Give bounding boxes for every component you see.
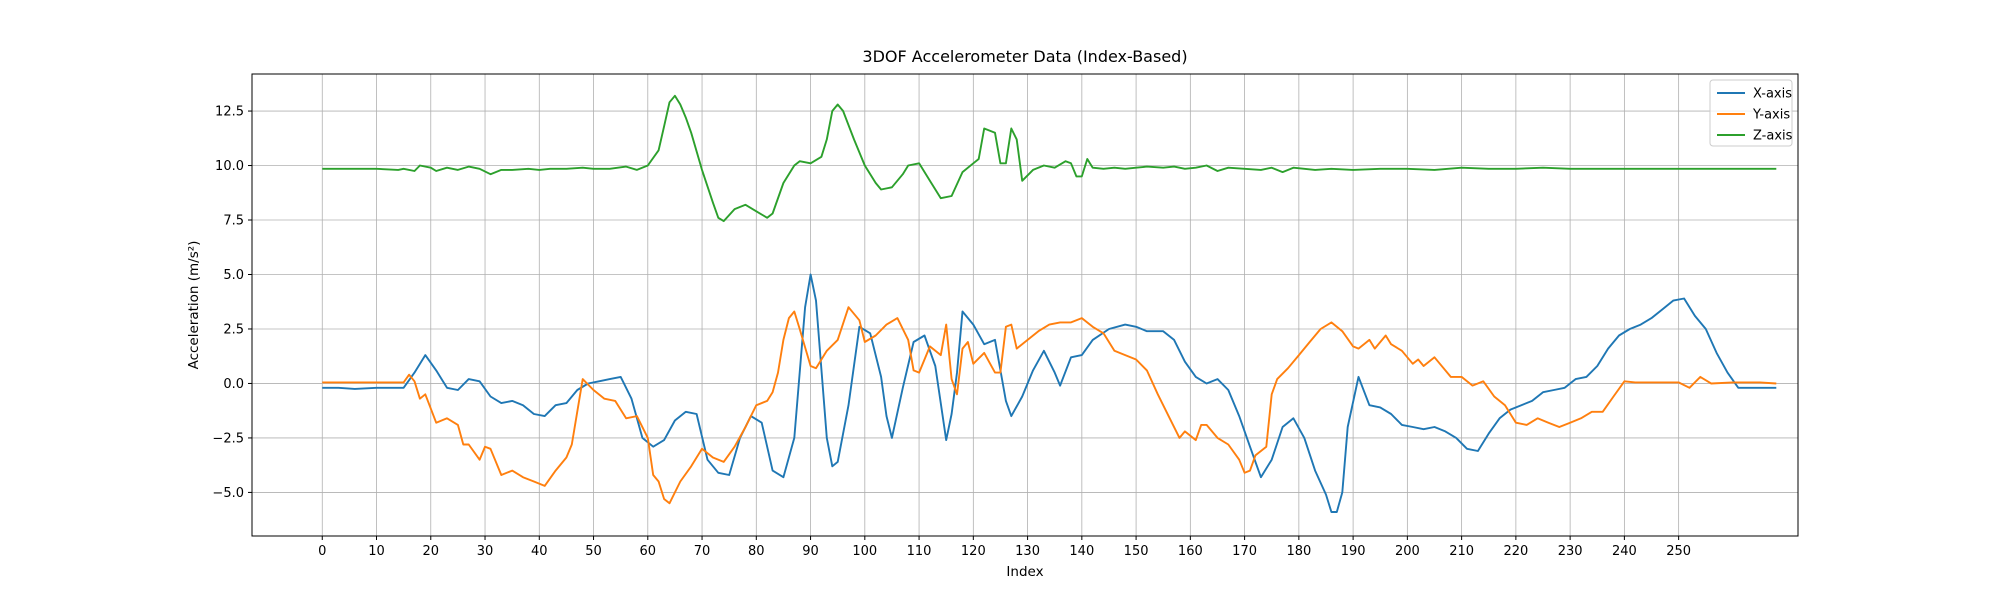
y-tick-label: 0.0 <box>223 377 244 392</box>
series-line-z-axis <box>322 94 1777 223</box>
x-tick-label: 200 <box>1395 544 1420 559</box>
x-tick-label: 10 <box>368 544 385 559</box>
x-tick-label: 110 <box>907 544 932 559</box>
x-tick-label: 40 <box>531 544 548 559</box>
axes: 0 10 20 30 40 50 60 70 80 90 100 110 120 130 140 150 160… <box>212 105 1691 559</box>
y-tick-label: 5.0 <box>223 268 244 283</box>
x-tick-label: 140 <box>1069 544 1094 559</box>
x-tick-label: 210 <box>1449 544 1474 559</box>
y-tick-label: 12.5 <box>215 105 244 120</box>
x-axis-label: Index <box>1006 564 1043 580</box>
x-tick-label: 240 <box>1612 544 1637 559</box>
legend: X-axis Y-axis Z-axis <box>1709 79 1793 147</box>
legend-label-y-axis: Y-axis <box>1752 108 1790 123</box>
legend-label-x-axis: X-axis <box>1753 87 1792 102</box>
x-tick-label: 60 <box>640 544 657 559</box>
series-line-y-axis <box>322 306 1777 505</box>
x-tick-label: 70 <box>694 544 711 559</box>
y-tick-label: −5.0 <box>212 486 244 501</box>
x-tick-label: 170 <box>1232 544 1257 559</box>
x-tick-label: 80 <box>748 544 765 559</box>
x-tick-label: 180 <box>1286 544 1311 559</box>
x-tick-label: 0 <box>318 544 326 559</box>
x-tick-label: 90 <box>802 544 819 559</box>
x-tick-label: 120 <box>961 544 986 559</box>
y-axis-label: Acceleration (m/s²) <box>186 241 202 370</box>
chart-title: 3DOF Accelerometer Data (Index-Based) <box>862 47 1187 66</box>
plot-frame <box>251 73 1799 537</box>
x-tick-label: 100 <box>852 544 877 559</box>
x-tick-label: 190 <box>1341 544 1366 559</box>
series-line-x-axis <box>322 273 1777 513</box>
y-tick-label: 7.5 <box>223 214 244 229</box>
legend-label-z-axis: Z-axis <box>1753 129 1793 144</box>
x-tick-label: 30 <box>477 544 494 559</box>
x-tick-label: 160 <box>1178 544 1203 559</box>
x-tick-label: 250 <box>1666 544 1691 559</box>
grid-lines <box>252 74 1798 536</box>
x-tick-label: 150 <box>1124 544 1149 559</box>
series-lines <box>322 94 1777 513</box>
y-tick-label: −2.5 <box>212 431 244 446</box>
x-tick-label: 130 <box>1015 544 1040 559</box>
x-tick-label: 50 <box>585 544 602 559</box>
legend-box <box>1709 79 1793 147</box>
y-tick-label: 10.0 <box>215 159 244 174</box>
x-tick-label: 230 <box>1558 544 1583 559</box>
x-tick-label: 20 <box>422 544 439 559</box>
x-tick-label: 220 <box>1503 544 1528 559</box>
y-tick-label: 2.5 <box>223 322 244 337</box>
